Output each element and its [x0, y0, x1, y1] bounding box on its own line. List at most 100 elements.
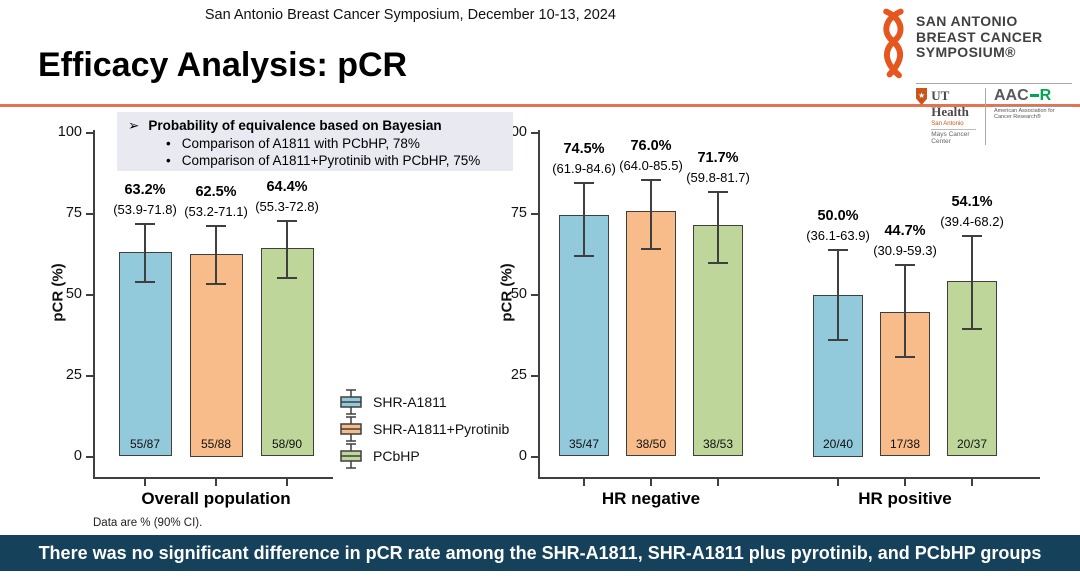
- aacr-gray-part: AAC: [994, 87, 1029, 104]
- legend-item-shr-a1811: SHR-A1811: [340, 388, 509, 415]
- bar-percent-text: 64.4%: [266, 178, 308, 195]
- bar-shr-a1811-pyrotinib-hr-negative: [626, 210, 676, 457]
- error-bar-line: [971, 235, 973, 330]
- x-axis-tick: [286, 479, 288, 486]
- y-axis-title: pCR (%): [49, 263, 67, 322]
- bar-count-label: 55/88: [200, 436, 232, 451]
- sabcs-ribbon-icon: [883, 8, 904, 79]
- title-divider: [0, 104, 1080, 107]
- bar-ci-text: (64.0-85.5): [619, 157, 683, 173]
- error-bar-cap-bottom: [641, 248, 661, 251]
- bar-percent-text: 76.0%: [630, 137, 672, 154]
- conference-header: San Antonio Breast Cancer Symposium, Dec…: [204, 7, 616, 23]
- error-bar-line: [215, 226, 217, 285]
- error-bar-cap-top: [641, 178, 661, 181]
- error-bar-cap-top: [828, 248, 848, 251]
- legend-boxplot-icon: [340, 415, 362, 442]
- bar-ci-text: (36.1-63.9): [806, 227, 870, 243]
- bar-percent-text: 44.7%: [884, 222, 926, 239]
- conclusion-text: There was no significant difference in p…: [38, 542, 1042, 563]
- y-axis-tick-label: 25: [510, 366, 527, 383]
- error-bar-cap-top: [277, 219, 297, 222]
- ut-health-name: UT Health: [931, 88, 969, 119]
- x-axis-tick: [144, 479, 146, 486]
- bar-ci-text: (53.9-71.8): [113, 202, 177, 218]
- x-axis-tick: [215, 479, 217, 486]
- x-axis-tick: [583, 479, 585, 486]
- y-axis-tick-label: 50: [65, 285, 82, 302]
- aacr-logo: AAC R American Association for Cancer Res…: [985, 88, 1072, 145]
- bar-percent-text: 74.5%: [563, 140, 605, 157]
- y-axis-tick: [86, 293, 93, 296]
- y-axis-tick-label: 0: [73, 447, 82, 464]
- bar-ci-text: (30.9-59.3): [873, 242, 937, 258]
- bar-count-label: 58/90: [271, 436, 303, 451]
- bar-count-label: 17/38: [889, 436, 921, 451]
- error-bar-cap-top: [962, 234, 982, 237]
- error-bar-cap-top: [895, 263, 915, 266]
- error-bar-line: [583, 182, 585, 257]
- error-bar-cap-top: [708, 191, 728, 194]
- y-axis-tick: [531, 374, 538, 377]
- legend-item-shr-a1811-pyrotinib: SHR-A1811+Pyrotinib: [340, 415, 509, 442]
- sabcs-logo-name: SAN ANTONIO BREAST CANCER SYMPOSIUM®: [916, 6, 1043, 61]
- x-axis-tick: [837, 479, 839, 486]
- error-bar-cap-bottom: [277, 276, 297, 279]
- legend-label: PCbHP: [373, 447, 420, 464]
- bar-value-label: 50.0% (36.1-63.9): [773, 207, 903, 245]
- x-axis-group-label: Overall population: [141, 489, 291, 508]
- bar-value-label: 44.7% (30.9-59.3): [840, 222, 970, 260]
- logo-name-line: BREAST CANCER: [916, 28, 1043, 45]
- bar-percent-text: 54.1%: [951, 193, 993, 210]
- error-bar-cap-bottom: [135, 281, 155, 284]
- bar-count-label: 55/87: [129, 436, 161, 451]
- error-bar-line: [650, 179, 652, 250]
- infobox-bullet: Comparison of A1811 with PCbHP, 78%: [117, 135, 513, 153]
- logo-partners: ★ UT Health San Antonio Mays Cancer Cent…: [916, 83, 1072, 145]
- bar-ci-text: (59.8-81.7): [686, 170, 750, 186]
- error-bar-line: [144, 224, 146, 283]
- bar-value-label: 76.0% (64.0-85.5): [586, 137, 716, 175]
- error-bar-cap-top: [574, 181, 594, 184]
- y-axis-tick: [531, 212, 538, 215]
- y-axis-spine: [93, 130, 95, 479]
- ut-health-center: Mays Cancer Center: [931, 129, 976, 145]
- y-axis-tick-label: 50: [510, 285, 527, 302]
- legend-label: SHR-A1811: [373, 393, 447, 410]
- x-axis-tick: [904, 479, 906, 486]
- dot-bullet-icon: [166, 136, 182, 151]
- x-axis-group-label: HR negative: [601, 489, 701, 508]
- infobox-bullet-text: Comparison of A1811 with PCbHP, 78%: [181, 135, 420, 151]
- aacr-green-part: R: [1039, 87, 1052, 104]
- error-bar-cap-bottom: [708, 262, 728, 265]
- y-axis-tick-label: 75: [65, 204, 82, 221]
- bar-count-label: 20/37: [956, 436, 988, 451]
- y-axis-tick: [531, 293, 538, 296]
- error-bar-line: [286, 220, 288, 278]
- bar-count-label: 20/40: [822, 436, 854, 451]
- aacr-acronym: AAC R: [994, 88, 1072, 104]
- ut-shield-icon: ★: [916, 88, 928, 105]
- sabcs-logo: SAN ANTONIO BREAST CANCER SYMPOSIUM® ★ U…: [876, 6, 1072, 145]
- bar-value-label: 63.2% (53.9-71.8): [80, 181, 210, 219]
- error-bar-cap-top: [135, 223, 155, 226]
- bar-ci-text: (53.2-71.1): [184, 204, 248, 220]
- sabcs-logo-top: SAN ANTONIO BREAST CANCER SYMPOSIUM®: [876, 6, 1072, 80]
- bar-percent-text: 50.0%: [817, 207, 859, 224]
- error-bar-cap-bottom: [574, 255, 594, 258]
- infobox-heading-text: Probability of equivalence based on Baye…: [148, 118, 442, 133]
- ut-health-campus: San Antonio: [931, 121, 964, 127]
- bar-shr-a1811-pyrotinib-overall-population: [189, 254, 243, 457]
- x-axis-group-label: HR positive: [858, 489, 952, 508]
- error-bar-line: [904, 264, 906, 357]
- bar-value-label: 64.4% (55.3-72.8): [222, 178, 352, 216]
- page-title: Efficacy Analysis: pCR: [38, 46, 408, 84]
- y-axis-tick: [86, 212, 93, 215]
- legend-boxplot-icon: [340, 388, 362, 415]
- error-bar-line: [717, 192, 719, 264]
- x-axis-spine: [93, 477, 333, 479]
- bar-value-label: 54.1% (39.4-68.2): [907, 193, 1037, 231]
- bar-value-label: 71.7% (59.8-81.7): [653, 149, 783, 187]
- chart-legend: SHR-A1811 SHR-A1811+Pyrotinib PCbHP: [340, 388, 509, 469]
